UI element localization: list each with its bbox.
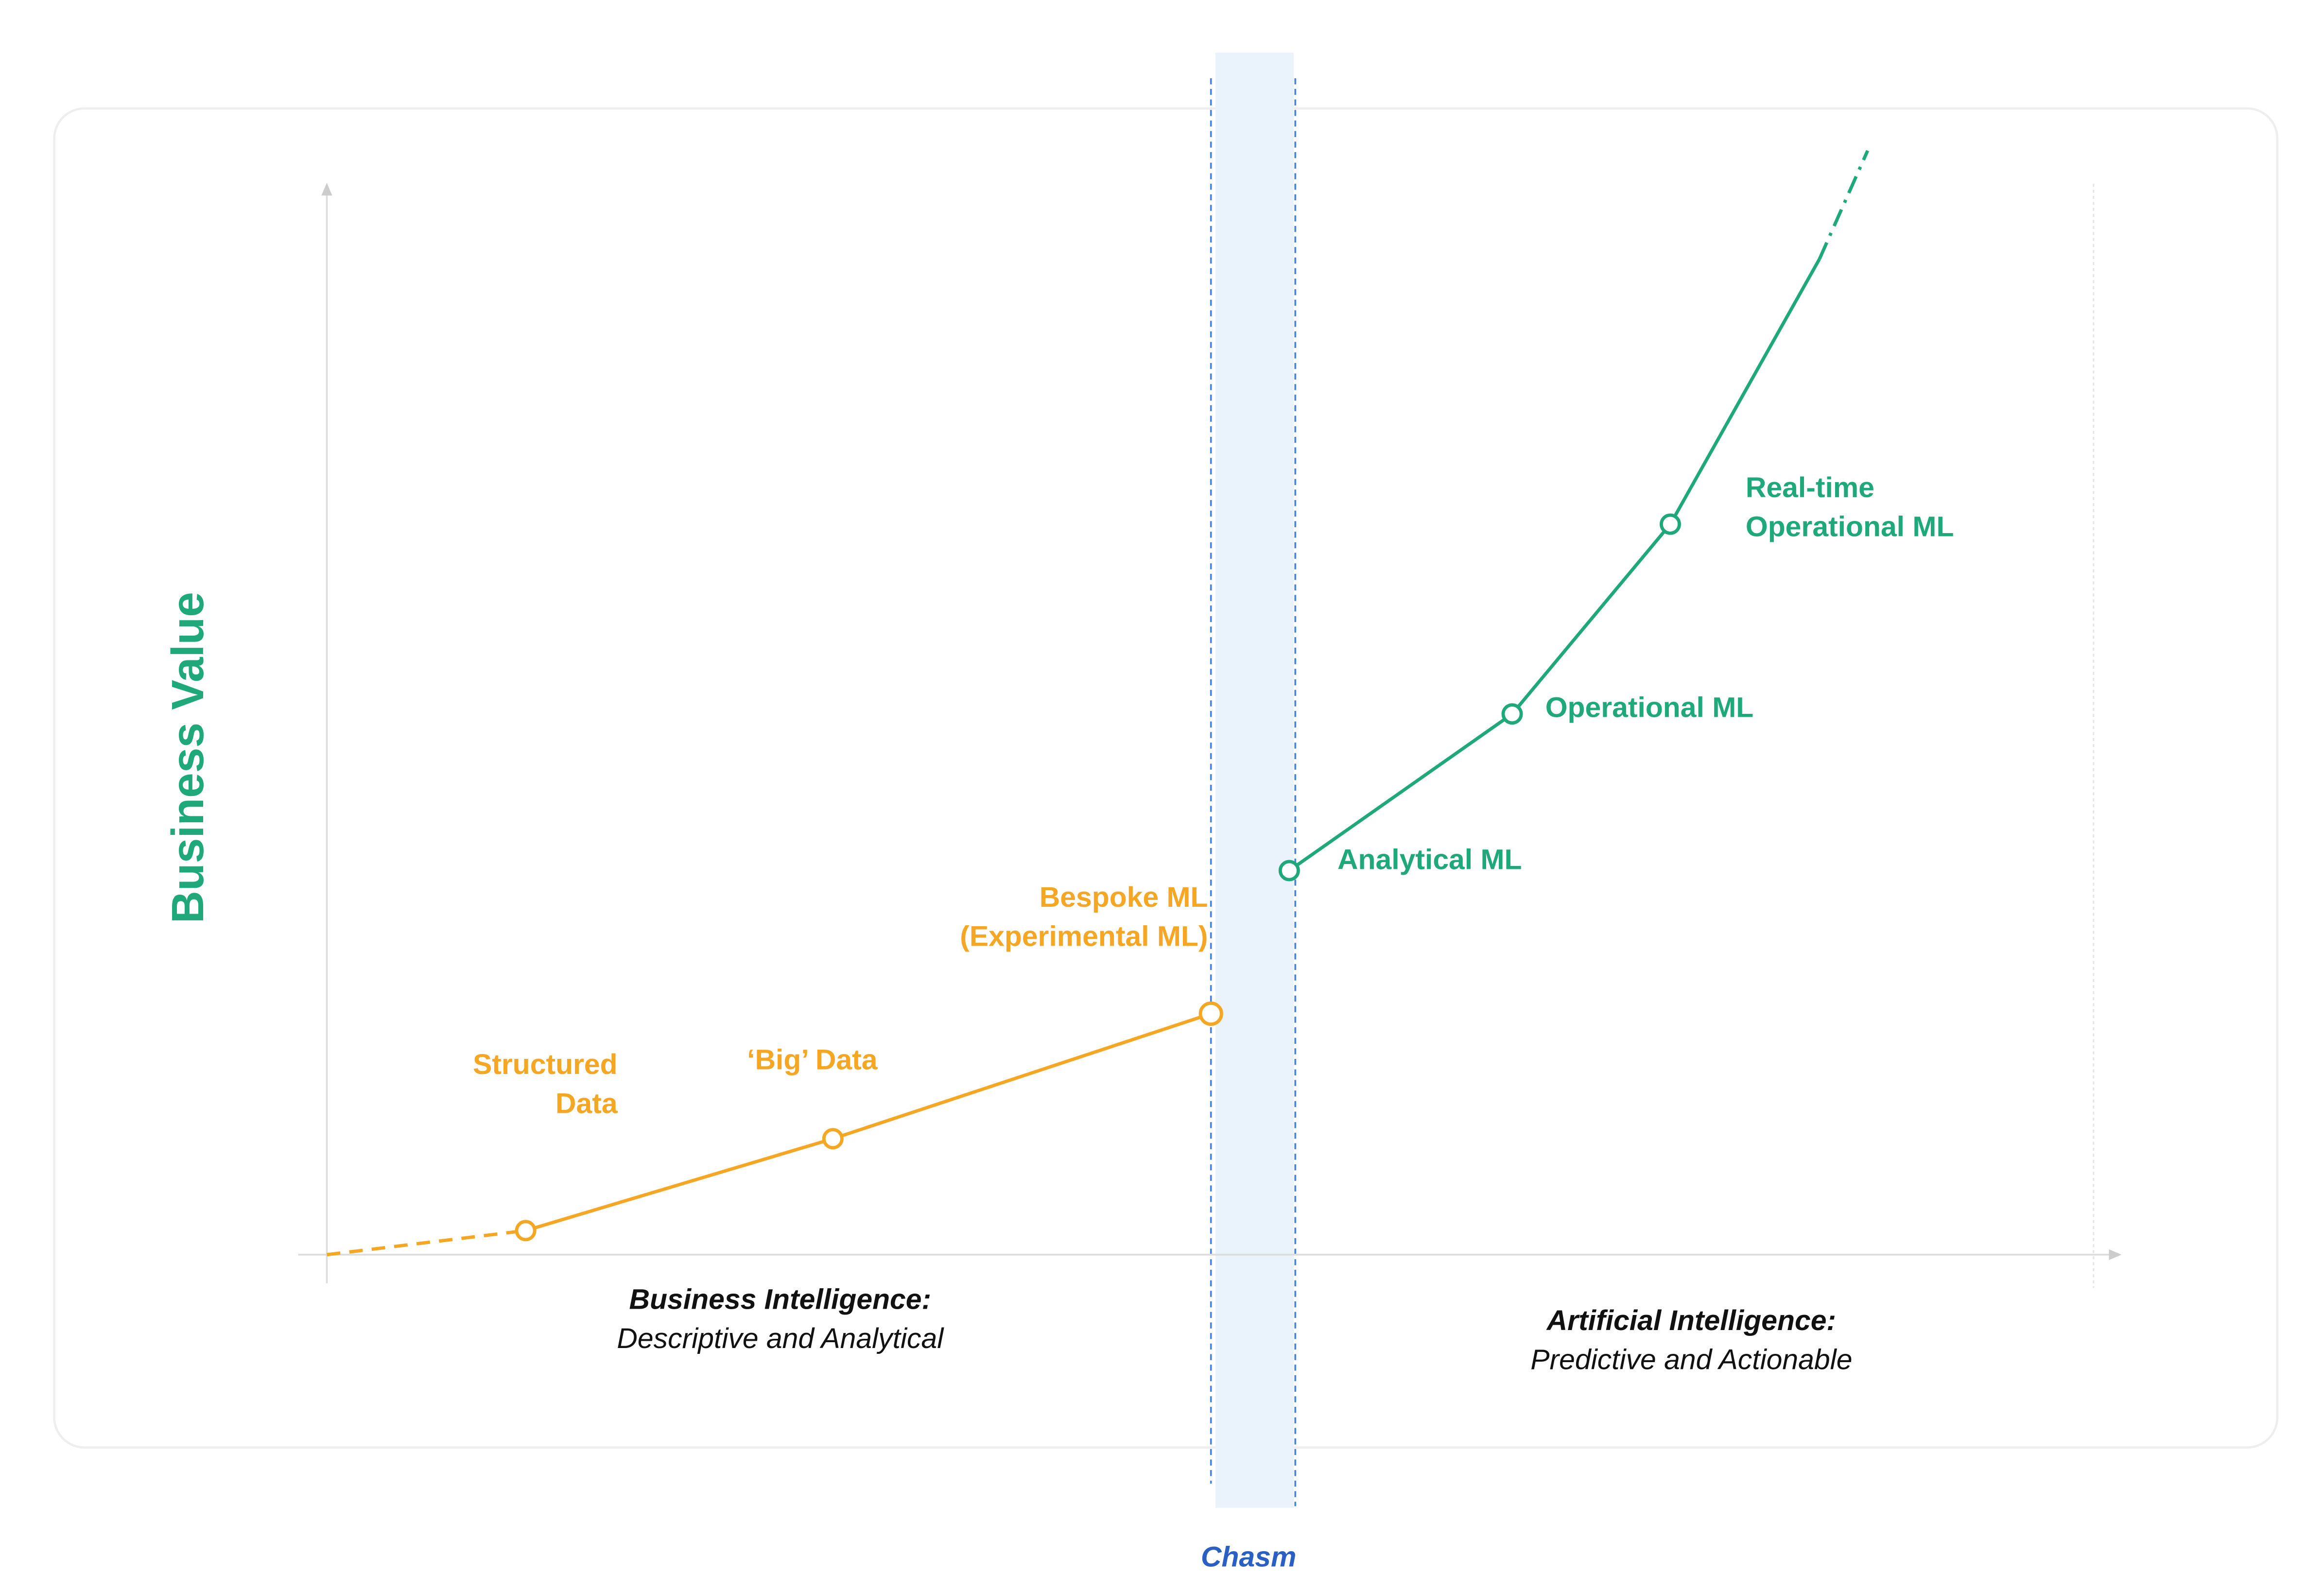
- stage-point: [1198, 1001, 1223, 1026]
- chasm-band: [1215, 52, 1294, 1508]
- stage-point: [1501, 703, 1523, 725]
- stage-label: Real-time: [1746, 472, 1874, 503]
- region-title: Business Intelligence:: [629, 1284, 932, 1315]
- stage-point: [515, 1220, 537, 1242]
- stage-point: [1659, 513, 1681, 535]
- region-subtitle: Descriptive and Analytical: [617, 1323, 944, 1354]
- chasm-label: Chasm: [1201, 1541, 1296, 1573]
- stage-label: Bespoke ML: [1040, 882, 1208, 913]
- stage-point: [1278, 860, 1300, 882]
- green-tail: [1818, 150, 1870, 260]
- stage-point: [822, 1128, 844, 1150]
- orange-lead: [327, 1228, 526, 1257]
- stage-label: Operational ML: [1746, 511, 1954, 542]
- region-subtitle: Predictive and Actionable: [1530, 1344, 1852, 1376]
- y-axis-label: Business Value: [162, 592, 213, 923]
- region-title: Artificial Intelligence:: [1546, 1305, 1836, 1336]
- stage-label: Analytical ML: [1337, 844, 1522, 875]
- card: [53, 107, 2279, 1449]
- green-line: [1288, 258, 1821, 872]
- stage-label: ‘Big’ Data: [747, 1044, 878, 1076]
- stage-label: Data: [555, 1088, 618, 1120]
- stage-label: (Experimental ML): [960, 921, 1208, 952]
- stage-label: Structured: [473, 1049, 618, 1080]
- stage-label: Operational ML: [1545, 692, 1753, 723]
